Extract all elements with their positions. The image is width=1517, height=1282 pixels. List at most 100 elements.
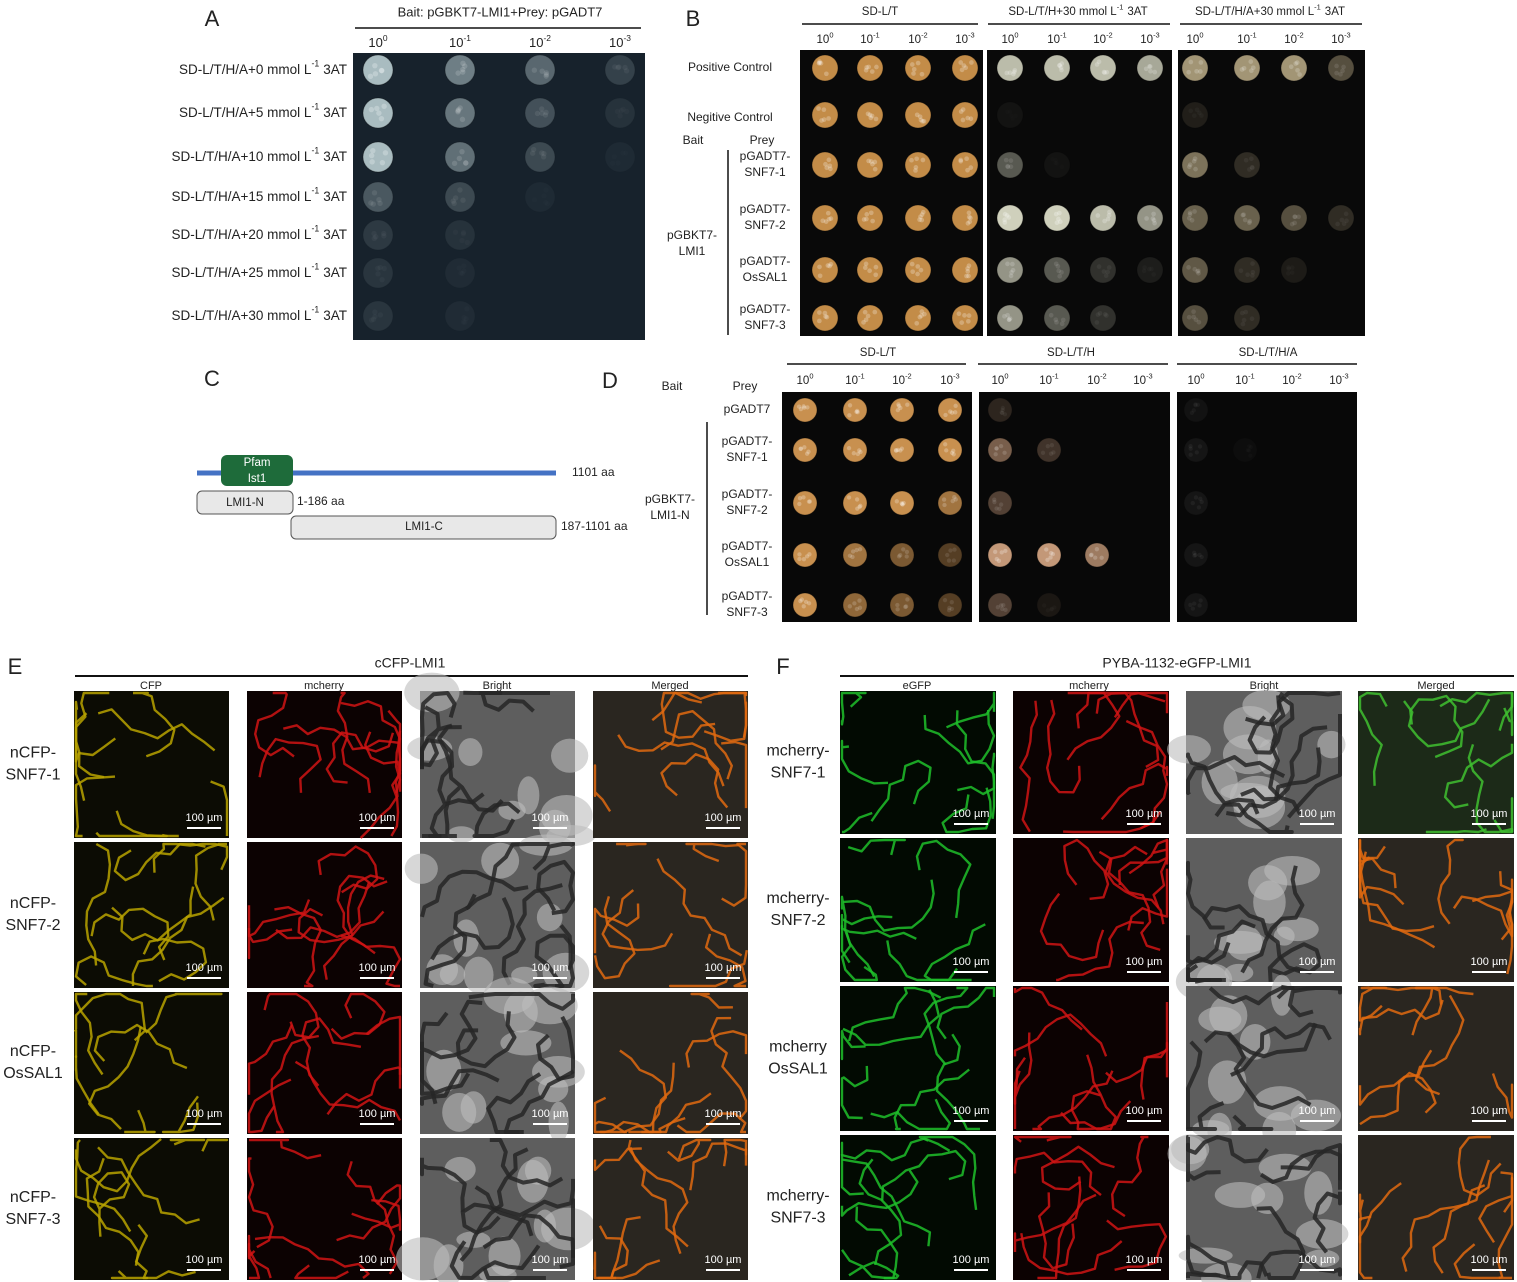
medium-label-text: SD-L/T/H/A+10 mmol L xyxy=(172,149,312,164)
dilution-label: 10-2 xyxy=(1093,30,1112,46)
micrograph-patch xyxy=(503,991,538,1033)
colony-texture xyxy=(864,216,869,222)
colony-texture xyxy=(899,446,905,451)
colony-texture xyxy=(1005,109,1010,114)
colony-texture xyxy=(951,448,956,453)
cell-wall xyxy=(870,759,932,822)
colony-texture xyxy=(797,556,802,562)
cell-wall xyxy=(660,691,716,739)
dilution-label: 10-3 xyxy=(1140,30,1159,46)
colony-texture xyxy=(918,214,923,220)
colony-texture xyxy=(1152,69,1158,75)
micrograph-patch xyxy=(1226,924,1263,961)
plate xyxy=(800,50,983,336)
colony-texture xyxy=(1192,408,1196,412)
colony-texture xyxy=(911,66,917,72)
cell-wall xyxy=(92,1171,131,1237)
colony-texture xyxy=(543,109,549,116)
colony-texture xyxy=(960,117,966,123)
panel-title: PYBA-1132-eGFP-LMI1 xyxy=(1102,655,1251,671)
row-label: SNF7-2 xyxy=(770,912,825,929)
colony-texture xyxy=(463,160,469,166)
cell-wall xyxy=(593,896,636,980)
cell-wall xyxy=(330,992,386,1040)
plate xyxy=(1177,392,1357,622)
colony-texture xyxy=(965,115,971,121)
colony-texture xyxy=(915,271,920,277)
colony-texture xyxy=(381,233,386,238)
dilution-label-sup: 0 xyxy=(1014,30,1018,39)
colony-texture xyxy=(872,309,878,315)
colony xyxy=(842,592,868,618)
colony-texture xyxy=(623,150,628,155)
dilution-label-sup: -3 xyxy=(1153,30,1160,39)
colony xyxy=(1327,204,1355,232)
colony-texture xyxy=(854,409,859,415)
micrograph-patch xyxy=(1214,1181,1266,1208)
colony-texture xyxy=(1002,313,1007,319)
colony-texture xyxy=(1003,157,1009,163)
scale-bar-label: 100 µm xyxy=(1299,808,1336,820)
colony-texture xyxy=(457,105,463,111)
colony-texture xyxy=(915,264,921,269)
colony-texture xyxy=(964,156,969,162)
colony-texture xyxy=(802,405,807,410)
colony xyxy=(1233,304,1261,332)
colony xyxy=(1089,54,1117,82)
cell-wall xyxy=(1032,1070,1114,1131)
colony-texture xyxy=(951,452,956,457)
dilution-label: 100 xyxy=(797,371,814,387)
colony-texture xyxy=(959,320,965,325)
colony-texture xyxy=(1191,158,1197,164)
colony-texture xyxy=(1009,270,1014,275)
colony xyxy=(1181,54,1209,82)
cell-wall xyxy=(74,775,116,838)
colony-texture xyxy=(965,220,971,226)
colony-texture xyxy=(1057,62,1062,68)
micrograph: 100 µm xyxy=(1167,1134,1349,1282)
scale-bar-label: 100 µm xyxy=(1299,1254,1336,1266)
colony-texture xyxy=(543,187,548,192)
micrograph-background xyxy=(1358,838,1514,982)
colony-texture xyxy=(543,73,549,79)
colony-texture xyxy=(917,217,922,223)
micrograph-patch xyxy=(1290,1099,1341,1132)
colony-texture xyxy=(945,552,950,558)
colony-texture xyxy=(1053,211,1059,217)
colony-texture xyxy=(854,606,860,612)
colony-texture xyxy=(825,263,831,268)
prey-label: OsSAL1 xyxy=(725,555,770,569)
cell-wall xyxy=(847,986,942,1042)
cell-wall xyxy=(690,992,733,1009)
colony-texture xyxy=(866,158,871,164)
colony-texture xyxy=(1187,164,1192,170)
colony-texture xyxy=(455,109,461,115)
colony-texture xyxy=(1096,264,1102,269)
colony-texture xyxy=(847,403,853,408)
colony xyxy=(842,542,868,568)
colony-texture xyxy=(817,318,822,324)
cell-wall xyxy=(317,845,379,894)
cell-wall xyxy=(1186,752,1260,815)
dilution-label-text: 10 xyxy=(1282,375,1295,387)
colony xyxy=(1280,204,1308,232)
cell-wall xyxy=(1039,892,1105,962)
panel-title: Bait: pGBKT7-LMI1+Prey: pGADT7 xyxy=(398,4,603,19)
colony-texture xyxy=(1239,310,1245,316)
cell-wall xyxy=(881,1149,967,1201)
micrograph-patch xyxy=(404,672,460,713)
colony xyxy=(1181,256,1209,284)
colony-texture xyxy=(819,118,824,123)
colony xyxy=(987,592,1013,618)
colony-texture xyxy=(540,154,547,160)
cell-wall xyxy=(660,710,733,780)
colony-texture xyxy=(1055,263,1061,269)
micrograph-patch xyxy=(548,1101,569,1144)
plate xyxy=(979,392,1170,622)
colony-texture xyxy=(850,554,855,560)
cell-wall xyxy=(97,1146,200,1225)
micrograph-patch xyxy=(1276,917,1319,942)
colony-texture xyxy=(1007,70,1013,76)
dilution-label-text: 10 xyxy=(1002,34,1015,46)
colony-texture xyxy=(867,268,872,274)
